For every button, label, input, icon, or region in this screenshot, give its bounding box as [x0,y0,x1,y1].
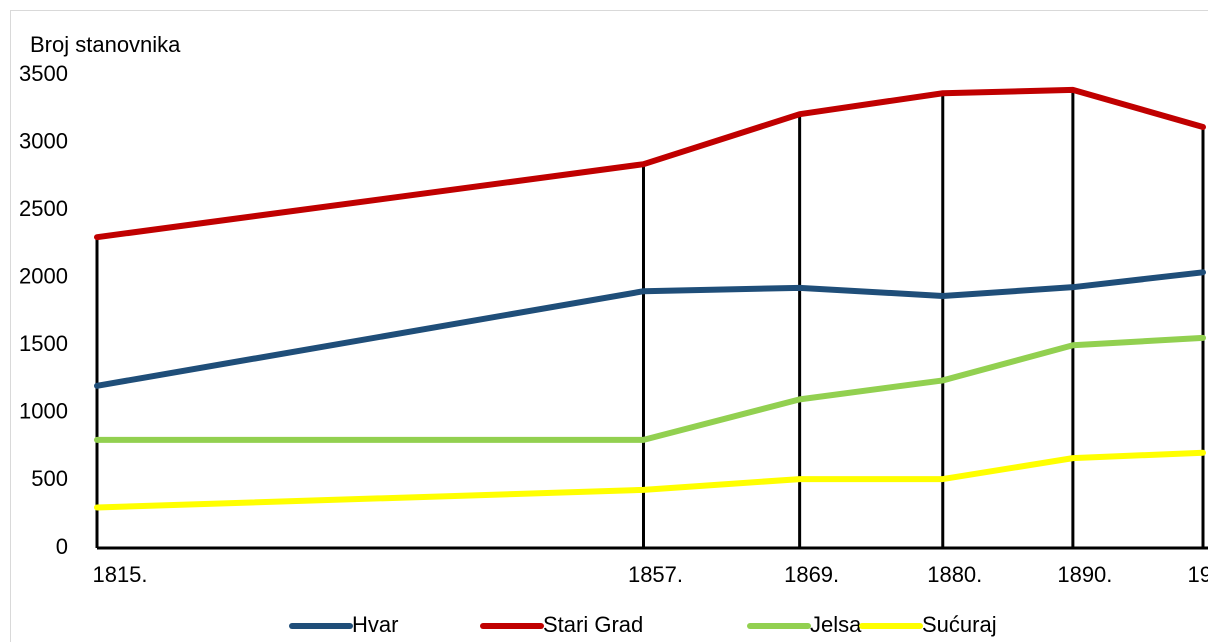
series-line [94,269,1206,389]
x-tick-label: 1857. [628,562,683,587]
chart-border [10,10,1208,642]
y-tick-label: 2500 [19,196,68,221]
series-line [94,449,1206,511]
legend-label: Stari Grad [543,612,643,637]
y-tick-label: 3000 [19,128,68,153]
x-tick-label: 1815. [92,562,147,587]
x-tick-label: 1869. [784,562,839,587]
legend-label: Hvar [352,612,398,637]
x-tick-label: 1900. [1187,562,1208,587]
y-axis-label: Broj stanovnika [30,32,181,57]
y-tick-label: 1000 [19,399,68,424]
series-line [94,86,1206,241]
x-tick-label: 1880. [927,562,982,587]
legend-label: Sućuraj [922,612,997,637]
y-tick-label: 500 [31,466,68,491]
y-tick-label: 2000 [19,264,68,289]
series-line [94,334,1206,443]
y-tick-label: 1500 [19,331,68,356]
x-tick-label: 1890. [1057,562,1112,587]
legend-label: Jelsa [810,612,862,637]
y-tick-label: 3500 [19,61,68,86]
y-tick-label: 0 [56,534,68,559]
